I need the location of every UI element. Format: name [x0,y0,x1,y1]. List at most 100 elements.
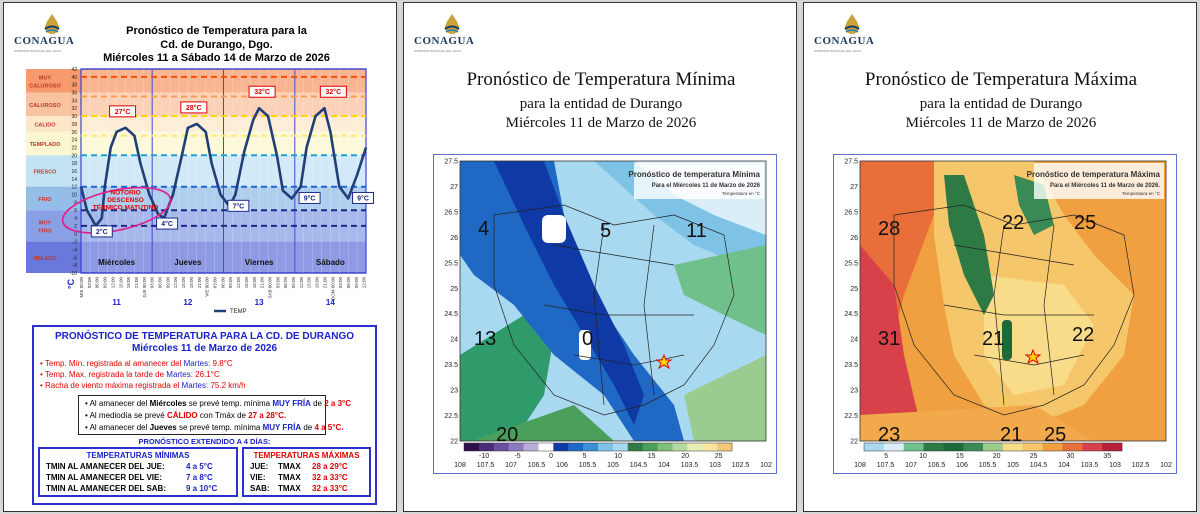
data-label-box [298,191,321,204]
drop-icon [844,14,860,34]
colorbar-label: 20 [993,453,1001,460]
contour-label: 25 [1074,212,1096,234]
temp-series-line [79,106,368,228]
colorbar-swatch [943,443,964,451]
x-tick-label: 107.5 [877,462,895,469]
data-label-box [109,105,137,118]
contour-label: 13 [474,328,496,350]
category-label: FRIO [38,197,52,203]
y-tick-label: 23.5 [444,362,458,369]
recorded-value-item: • Temp. Max. registrada la tarde de Mart… [40,370,220,379]
colorbar-swatch [864,443,885,451]
colorbar-swatch [903,443,924,451]
colorbar-swatch [642,443,658,451]
y-tick-label: 24 [850,337,858,344]
y-tick-label: 26.5 [844,209,858,216]
x-tick-label: VIE 00:00 [205,277,210,297]
min-temp-row: TMIN AL AMANECER DEL JUE: 4 a 5°C [46,462,213,471]
colorbar-swatch [883,443,904,451]
x-tick-label: 18:00 [189,277,194,289]
colorbar-label: -10 [479,453,489,460]
colorbar-label: 5 [884,453,888,460]
data-label-box [180,101,208,114]
y-tick-label: 32 [71,106,77,112]
x-tick-label: 15:00 [244,277,249,289]
max-temp-row: VIE: TMAX 32 a 33°C [250,473,348,482]
summary-date: Miércoles 11 de Marzo de 2026 [131,343,278,354]
y-tick-label: 26 [450,235,458,242]
category-label: MUY [39,75,52,81]
contour-label: 23 [878,424,900,446]
x-tick-label: 107 [905,462,917,469]
colorbar-label: 15 [648,453,656,460]
drop-icon [444,14,460,34]
map-inner-subtitle: Para el Miércoles 11 de Marzo de 2026 [652,183,761,189]
colorbar-swatch [983,443,1004,451]
map-inner-title: Pronóstico de temperatura Máxima [1027,170,1161,179]
data-label-box [90,225,113,238]
colorbar-swatch [1062,443,1083,451]
min-temps-title: TEMPERATURAS MÍNIMAS [86,451,190,460]
y-tick-label: 20 [71,153,77,159]
x-tick-label: 03:00 [213,277,218,289]
y-tick-label: -8 [73,263,78,269]
day-label: Miércoles [98,258,135,267]
map-date: Miércoles 11 de Marzo de 2026 [505,115,697,131]
category-label: TEMPLADO [30,142,62,148]
category-label: CALIDO [34,122,56,128]
y-tick-label: 24 [71,138,77,144]
category-band [26,241,81,273]
category-band [26,210,81,242]
contour-label: 28 [878,218,900,240]
x-tick-label: 107 [505,462,517,469]
max-temperature-map: Pronóstico de temperatura Máxima Para el… [833,154,1177,474]
y-tick-label: 27 [850,184,858,191]
data-label: 27°C [115,108,131,116]
x-tick-label: 21:00 [197,277,202,289]
y-tick-label: 26 [71,130,77,136]
x-tick-label: 104.5 [630,462,648,469]
title-line-2: Cd. de Durango, Dgo. [160,38,273,51]
x-tick-label: 21:00 [134,277,139,289]
x-tick-label: SAB 00:00 [267,277,272,299]
map-date: Miércoles 11 de Marzo de 2026 [905,115,1097,131]
colorbar-swatch [687,443,703,451]
y-tick-label: 10 [71,193,77,199]
x-tick-label: 12:00 [362,277,367,289]
colorbar-swatch [612,443,629,451]
max-temperature-map-panel: CONAGUA COMISIÓN NACIONAL DEL AGUA Pronó… [803,2,1197,512]
colorbar-label: 35 [1103,453,1111,460]
colorbar-swatch [657,443,673,451]
contour-label: 25 [1044,424,1066,446]
map-title: Pronóstico de Temperatura Máxima [864,69,1138,90]
contour-label: 22 [1002,212,1024,234]
min-temp-row: TMIN AL AMANECER DEL SAB: 9 a 10°C [46,484,218,493]
colorbar-swatch [478,443,495,451]
category-band [26,186,81,211]
y-tick-label: 6 [74,208,77,214]
category-band [26,155,81,187]
category-label: CALUROSO [29,103,61,109]
y-tick-label: 25 [850,286,858,293]
durango-star-icon [655,353,673,370]
x-tick-label: 09:00 [103,277,108,289]
y-tick-label: 2 [74,224,77,230]
y-tick-label: 36 [71,91,77,97]
x-tick-label: 103 [709,462,721,469]
y-tick-label: 22.5 [844,413,858,420]
annotation-text: DESCENSO [107,197,143,204]
x-tick-label: 09:00 [354,277,359,289]
contour-label: 21 [982,328,1004,350]
y-tick-label: 28 [71,122,77,128]
y-tick-label: 38 [71,83,77,89]
y-tick-label: 27 [450,184,458,191]
y-tick-label: 34 [71,98,77,104]
x-tick-label: 12:00 [173,277,178,289]
x-tick-label: 104 [1058,462,1070,469]
y-tick-label: 30 [71,114,77,120]
brand-name: CONAGUA [414,35,475,47]
category-band [26,69,81,93]
y-tick-label: 22 [450,439,458,446]
x-tick-label: 03:00 [150,277,155,289]
category-label: MUY [39,220,52,226]
